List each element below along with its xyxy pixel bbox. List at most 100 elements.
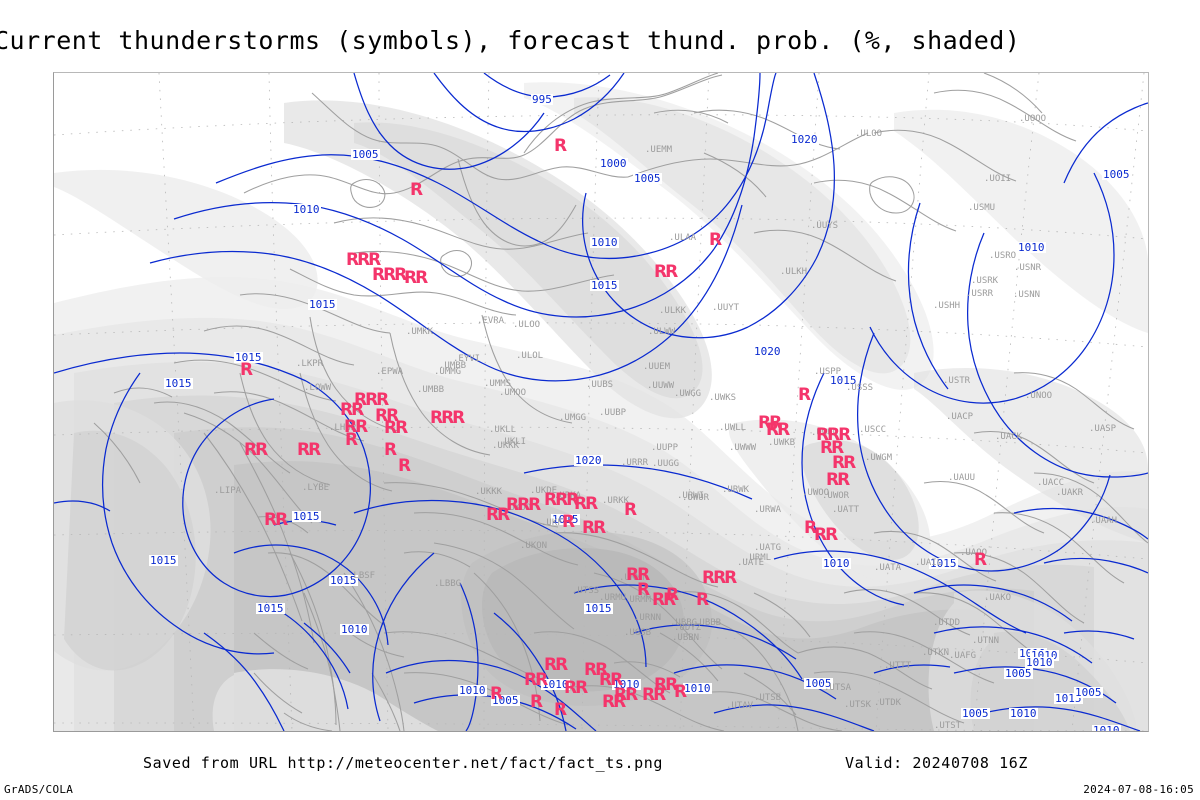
- isobar-label: 1010: [822, 557, 851, 570]
- isobar-label: 1010: [1009, 707, 1038, 720]
- saved-from-url-text: Saved from URL http://meteocenter.net/fa…: [143, 754, 664, 772]
- thunderstorm-symbol: R: [530, 692, 543, 712]
- isobar-label: 1010: [541, 678, 570, 691]
- thunderstorm-symbol: RRR: [346, 250, 381, 270]
- thunderstorm-symbol: R: [666, 585, 679, 605]
- isobar-label: 1015: [329, 574, 358, 587]
- thunderstorm-symbol: RR: [264, 510, 288, 530]
- thunderstorm-symbol: R: [398, 456, 411, 476]
- isobar-label: 1000: [599, 157, 628, 170]
- thunderstorm-symbol: RR: [614, 685, 638, 705]
- thunderstorm-symbol: RR: [297, 440, 321, 460]
- isobar-label: 1015: [308, 298, 337, 311]
- isobar-label: 1005: [633, 172, 662, 185]
- thunderstorm-symbol: R: [562, 512, 575, 532]
- thunderstorm-symbol: R: [345, 430, 358, 450]
- thunderstorm-symbol: R: [974, 550, 987, 570]
- thunderstorm-symbol: R: [384, 440, 397, 460]
- isobar-label: 1005: [1102, 168, 1131, 181]
- isobar-label: 1015: [590, 279, 619, 292]
- thunderstorm-symbol: RRR: [544, 490, 579, 510]
- thunderstorm-symbol: RR: [344, 417, 368, 437]
- generation-timestamp: 2024-07-08-16:05: [1083, 783, 1194, 796]
- isobar-label: 1015: [551, 513, 580, 526]
- thunderstorm-symbol: RRR: [354, 390, 389, 410]
- thunderstorm-symbol: RR: [524, 670, 548, 690]
- thunderstorm-symbol: RR: [602, 692, 626, 712]
- thunderstorm-symbol: RR: [564, 678, 588, 698]
- thunderstorm-symbol: RR: [584, 660, 608, 680]
- thunderstorm-symbol: R: [624, 500, 637, 520]
- isobar-label: 1015: [929, 557, 958, 570]
- thunderstorm-symbol: RRR: [702, 568, 737, 588]
- thunderstorm-symbol: R: [674, 682, 687, 702]
- thunderstorm-symbol: RR: [626, 565, 650, 585]
- thunderstorm-symbol: R: [410, 180, 423, 200]
- isobar-label: 1005: [1074, 686, 1103, 699]
- isobar-label: 1005: [804, 677, 833, 690]
- isobar-label: 1005: [1004, 667, 1033, 680]
- thunderstorm-symbol: R: [554, 700, 567, 720]
- map-layers: [54, 73, 1148, 731]
- isobar-label: 1010: [1092, 725, 1121, 731]
- thunderstorm-symbol: R: [798, 385, 811, 405]
- isobar-label: 1015: [149, 554, 178, 567]
- thunderstorm-symbol: RR: [375, 406, 399, 426]
- isobar-label: 1005: [491, 694, 520, 707]
- thunderstorm-symbol: R: [709, 230, 722, 250]
- thunderstorm-symbol: RR: [820, 438, 844, 458]
- isobar-label: 1010: [1017, 241, 1046, 254]
- thunderstorm-symbol: RR: [642, 685, 666, 705]
- map-canvas[interactable]: 995 1000 1005 1005 1020 1005 1010 1010 1010 1015 1…: [53, 72, 1149, 732]
- isobar-label: 1015: [292, 510, 321, 523]
- isobar-label: 1015: [234, 351, 263, 364]
- isobar-label: 1015: [164, 377, 193, 390]
- thunderstorm-symbol: RR: [486, 505, 510, 525]
- isobar-label: 1015: [256, 602, 285, 615]
- isobar-label: 995: [531, 93, 553, 106]
- thunderstorm-symbol: RR: [766, 420, 790, 440]
- isobar-label: 1010: [683, 682, 712, 695]
- isobar-label: 1010: [612, 678, 641, 691]
- thunderstorm-symbol: RR: [654, 262, 678, 282]
- isobar-label: 1010: [1030, 649, 1059, 662]
- isobar-label: 1010: [458, 684, 487, 697]
- thunderstorm-symbol: RR: [758, 413, 782, 433]
- isobar-label: 1010: [292, 203, 321, 216]
- isobar-layer: [54, 73, 1148, 731]
- isobar-label: 1020: [790, 133, 819, 146]
- thunderstorm-symbol: RR: [544, 655, 568, 675]
- producer-credit: GrADS/COLA: [4, 783, 74, 796]
- thunderstorm-symbol: RR: [404, 268, 428, 288]
- thunderstorm-symbol: R: [554, 136, 567, 156]
- thunderstorm-symbol: R: [637, 580, 650, 600]
- thunderstorm-symbol: RRR: [506, 495, 541, 515]
- thunderstorm-symbol: RR: [832, 453, 856, 473]
- thunderstorm-symbol: RR: [654, 675, 678, 695]
- isobar-label: 1020: [574, 454, 603, 467]
- thunderstorm-symbol: RRR: [430, 408, 465, 428]
- valid-time-text: Valid: 20240708 16Z: [845, 754, 1028, 772]
- isobar-label: 1010: [590, 236, 619, 249]
- thunderstorm-symbol: RR: [340, 400, 364, 420]
- latlon-grid: [54, 73, 1148, 731]
- thunderstorm-symbol: RR: [384, 418, 408, 438]
- thunderstorm-symbol: RR: [599, 670, 623, 690]
- isobar-label: 1020: [753, 345, 782, 358]
- thunderstorm-symbol: RR: [814, 525, 838, 545]
- isobar-label: 1010: [340, 623, 369, 636]
- thunderstorm-symbol: R: [490, 684, 503, 704]
- thunderstorm-symbol: RRR: [816, 425, 851, 445]
- isobar-label: 1010: [1025, 656, 1054, 669]
- thunderstorm-symbol: RR: [244, 440, 268, 460]
- thunderstorm-symbol: R: [240, 360, 253, 380]
- isobar-label: 1005: [961, 707, 990, 720]
- isobar-label: 1015: [584, 602, 613, 615]
- thunderstorm-symbol: RRR: [372, 265, 407, 285]
- thunderstorm-symbol: R: [696, 590, 709, 610]
- probability-shading-layer: [54, 82, 1148, 731]
- thunderstorm-symbol: RR: [574, 494, 598, 514]
- thunderstorm-symbol: R: [804, 518, 817, 538]
- thunderstorm-symbol: RR: [652, 590, 676, 610]
